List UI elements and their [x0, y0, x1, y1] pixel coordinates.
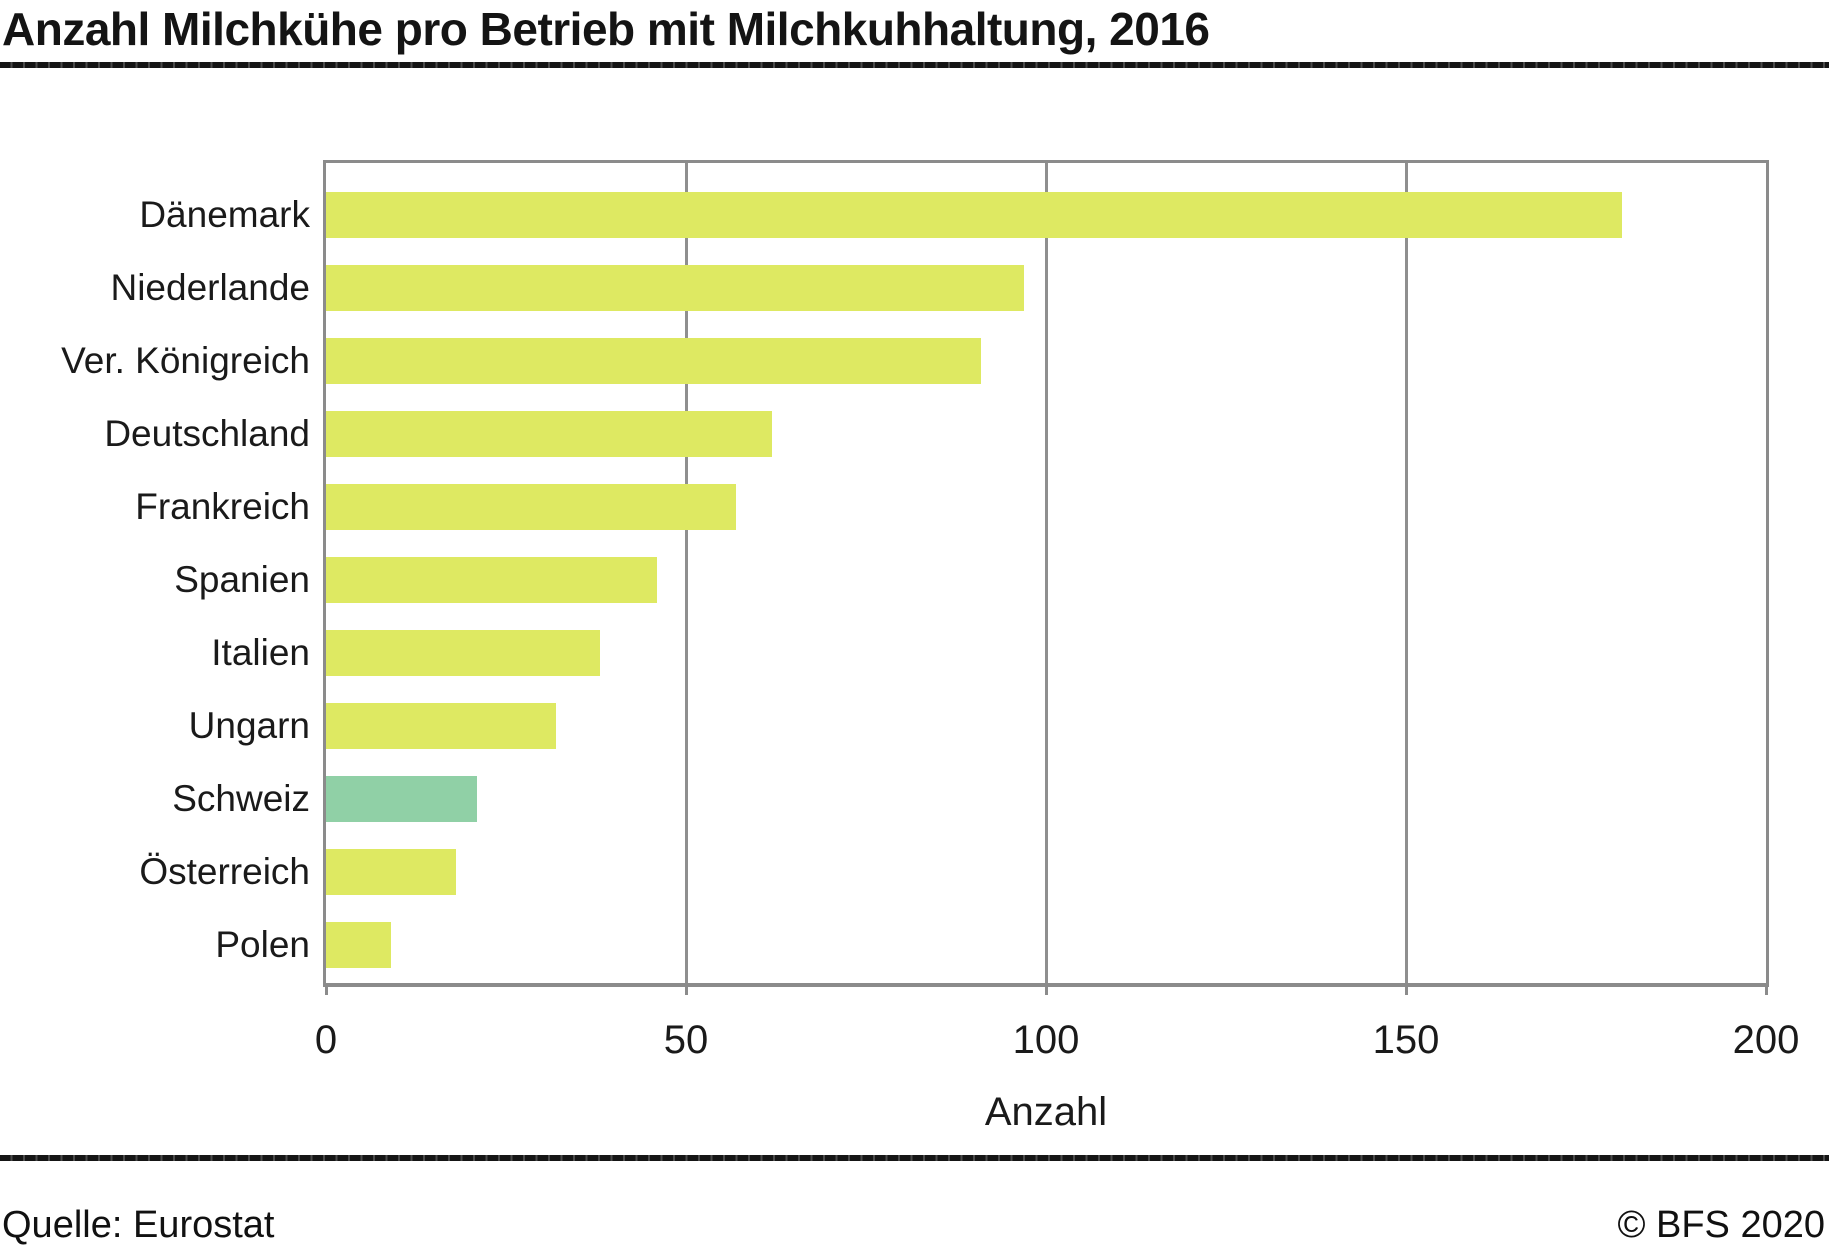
x-tick-label-100: 100 — [1012, 1018, 1080, 1062]
bar-italien — [326, 629, 600, 676]
footer-rule — [0, 1155, 1829, 1161]
category-label-polen: Polen — [215, 924, 310, 965]
bar-spanien — [326, 556, 658, 603]
bar-schweiz — [326, 775, 478, 822]
x-tick-50 — [684, 983, 688, 995]
x-tick-label-50: 50 — [663, 1018, 709, 1062]
x-tick-0 — [324, 983, 328, 995]
x-tick-150 — [1404, 983, 1408, 995]
x-axis-title: Anzahl — [984, 1090, 1108, 1134]
gridline-150 — [1404, 163, 1408, 983]
source-note: Quelle: Eurostat — [2, 1204, 275, 1246]
category-label-schweiz: Schweiz — [172, 777, 310, 819]
bar-ver-k-nigreich — [326, 337, 982, 384]
category-label--sterreich: Österreich — [139, 850, 310, 892]
bar-deutschland — [326, 410, 773, 457]
category-label-spanien: Spanien — [174, 558, 310, 600]
category-label-deutschland: Deutschland — [104, 412, 310, 454]
bar--sterreich — [326, 848, 456, 895]
gridline-100 — [1044, 163, 1048, 983]
x-tick-label-200: 200 — [1732, 1018, 1800, 1062]
category-label-d-nemark: Dänemark — [139, 193, 310, 235]
bar-d-nemark — [326, 191, 1622, 238]
title-rule — [0, 62, 1829, 68]
page-title: Anzahl Milchkühe pro Betrieb mit Milchku… — [2, 3, 1210, 55]
plot-area — [323, 160, 1769, 987]
category-label-ver-k-nigreich: Ver. Königreich — [61, 339, 310, 381]
copyright-note: © BFS 2020 — [1617, 1204, 1825, 1246]
bar-polen — [326, 922, 391, 968]
category-label-italien: Italien — [211, 631, 310, 673]
x-tick-label-150: 150 — [1372, 1018, 1440, 1062]
gridline-50 — [684, 163, 688, 983]
x-tick-label-0: 0 — [314, 1018, 338, 1062]
bar-niederlande — [326, 264, 1025, 311]
category-label-niederlande: Niederlande — [110, 266, 310, 308]
bar-ungarn — [326, 702, 557, 749]
x-tick-100 — [1044, 983, 1048, 995]
category-label-ungarn: Ungarn — [188, 704, 310, 746]
category-label-frankreich: Frankreich — [135, 485, 310, 527]
x-tick-200 — [1764, 983, 1768, 995]
bar-frankreich — [326, 483, 737, 530]
